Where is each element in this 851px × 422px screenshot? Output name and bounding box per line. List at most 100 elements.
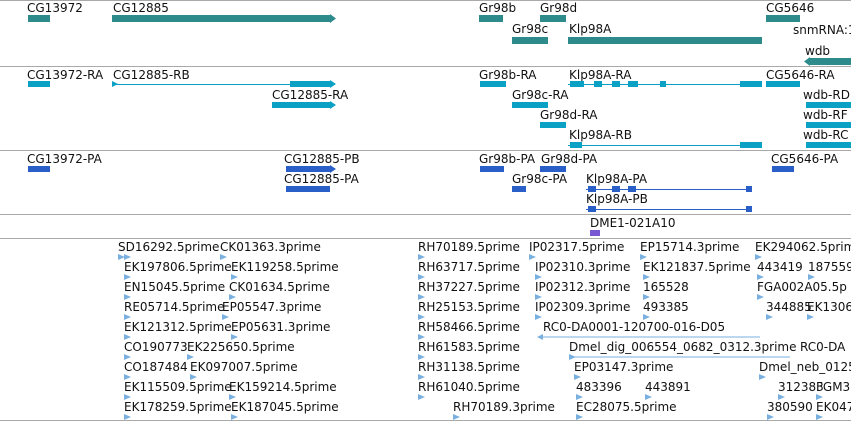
transcript-label: CG5646-RA (766, 68, 835, 82)
transcript-feature[interactable] (480, 81, 506, 87)
gene-feature[interactable] (512, 37, 548, 44)
est-arrow[interactable] (807, 314, 814, 320)
est-arrow[interactable] (529, 254, 536, 260)
est-arrow[interactable] (124, 254, 131, 260)
est-arrow[interactable] (778, 394, 785, 400)
est-arrow[interactable] (418, 394, 425, 400)
est-arrow[interactable] (124, 354, 131, 360)
est-arrow[interactable] (643, 314, 650, 320)
est-arrow[interactable] (190, 374, 197, 380)
transcript-exon[interactable] (740, 81, 762, 87)
est-arrow[interactable] (757, 294, 764, 300)
clone-feature[interactable] (590, 230, 600, 236)
est-arrow[interactable] (118, 254, 125, 260)
est-arrow[interactable] (759, 374, 766, 380)
est-arrow[interactable] (576, 394, 583, 400)
est-arrow[interactable] (576, 414, 583, 420)
gene-feature[interactable] (479, 15, 503, 22)
est-arrow[interactable] (767, 414, 774, 420)
est-arrow[interactable] (124, 414, 131, 420)
gene-feature[interactable] (540, 15, 566, 22)
transcript-feature[interactable] (766, 81, 800, 87)
est-arrow[interactable] (124, 314, 131, 320)
est-arrow[interactable] (124, 334, 131, 340)
protein-exon[interactable] (588, 206, 596, 212)
transcript-feature[interactable] (806, 102, 851, 108)
est-label: RC0-DA (800, 340, 846, 354)
est-arrow[interactable] (124, 294, 131, 300)
transcript-feature[interactable] (28, 81, 50, 87)
est-arrow[interactable] (816, 414, 823, 420)
est-arrow[interactable] (535, 274, 542, 280)
protein-exon[interactable] (612, 186, 620, 192)
est-arrow[interactable] (418, 294, 425, 300)
transcript-exon[interactable] (570, 81, 584, 87)
protein-intron (586, 189, 752, 190)
transcript-label: Gr98c-RA (512, 88, 569, 102)
est-arrow[interactable] (220, 254, 227, 260)
gene-feature[interactable] (810, 58, 851, 65)
gene-feature[interactable] (112, 15, 330, 22)
gene-feature[interactable] (568, 37, 762, 44)
gene-feature[interactable] (766, 15, 800, 22)
protein-feature[interactable] (480, 166, 504, 172)
est-arrow[interactable] (535, 294, 542, 300)
transcript-feature[interactable] (540, 122, 566, 128)
est-arrow[interactable] (231, 334, 238, 340)
transcript-exon[interactable] (612, 81, 620, 87)
est-arrow[interactable] (643, 274, 650, 280)
est-arrow[interactable] (229, 294, 236, 300)
est-arrow[interactable] (222, 314, 229, 320)
est-arrow[interactable] (757, 274, 764, 280)
est-label: 483396 (576, 380, 622, 394)
transcript-exon[interactable] (740, 142, 762, 148)
est-arrow[interactable] (537, 334, 543, 340)
est-arrow[interactable] (755, 254, 762, 260)
transcript-exon[interactable] (570, 142, 582, 148)
protein-exon[interactable] (588, 186, 596, 192)
protein-feature[interactable] (512, 186, 526, 192)
est-arrow[interactable] (645, 394, 652, 400)
est-arrow[interactable] (808, 274, 815, 280)
protein-feature[interactable] (772, 166, 794, 172)
est-arrow[interactable] (124, 274, 131, 280)
protein-feature[interactable] (286, 186, 330, 192)
est-arrow[interactable] (418, 274, 425, 280)
est-arrow[interactable] (418, 334, 425, 340)
est-arrow[interactable] (187, 354, 194, 360)
protein-exon[interactable] (746, 186, 752, 192)
est-arrow[interactable] (418, 374, 425, 380)
est-arrow[interactable] (643, 294, 650, 300)
protein-exon[interactable] (628, 186, 636, 192)
transcript-feature[interactable] (806, 122, 851, 128)
protein-exon[interactable] (746, 206, 752, 212)
transcript-feature[interactable] (272, 102, 330, 108)
transcript-exon[interactable] (628, 81, 638, 87)
est-arrow[interactable] (816, 394, 823, 400)
est-arrow[interactable] (640, 254, 647, 260)
protein-feature[interactable] (28, 166, 50, 172)
transcript-feature[interactable] (512, 102, 548, 108)
transcript-exon[interactable] (660, 81, 666, 87)
est-label: FGM30 (816, 380, 851, 394)
est-arrow[interactable] (535, 314, 542, 320)
est-arrow[interactable] (418, 254, 425, 260)
protein-feature[interactable] (286, 166, 330, 172)
transcript-feature[interactable] (806, 142, 851, 148)
est-arrow[interactable] (231, 274, 238, 280)
transcript-exon[interactable] (290, 81, 330, 87)
transcript-exon[interactable] (594, 81, 602, 87)
est-arrow[interactable] (453, 414, 460, 420)
est-label: IP02309.3prime (535, 300, 631, 314)
est-arrow[interactable] (418, 314, 425, 320)
est-arrow[interactable] (124, 374, 131, 380)
est-arrow[interactable] (124, 394, 131, 400)
est-arrow[interactable] (231, 414, 238, 420)
protein-feature[interactable] (540, 166, 566, 172)
est-arrow[interactable] (766, 314, 773, 320)
est-label: CO190773 (124, 340, 188, 354)
est-arrow[interactable] (418, 354, 425, 360)
gene-feature[interactable] (28, 15, 50, 22)
est-arrow[interactable] (229, 394, 236, 400)
est-arrow[interactable] (574, 374, 581, 380)
